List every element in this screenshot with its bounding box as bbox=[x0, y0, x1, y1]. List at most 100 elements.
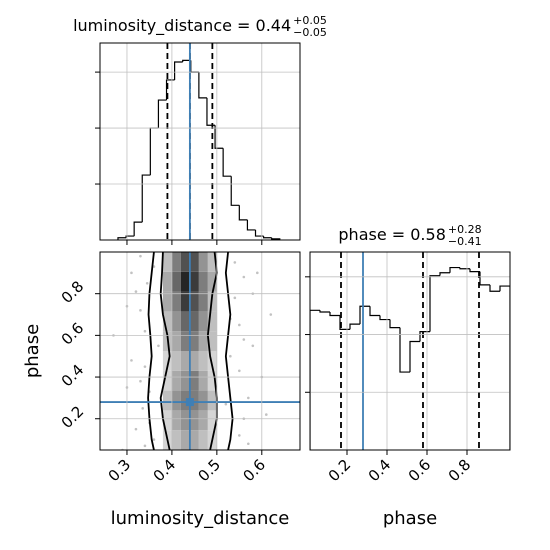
hist-bin bbox=[439, 272, 450, 276]
density-cell bbox=[180, 331, 190, 351]
contour bbox=[147, 252, 155, 450]
density-cell bbox=[180, 252, 190, 272]
hist-bin bbox=[489, 284, 500, 292]
sample-point bbox=[143, 365, 147, 368]
title-upper: +0.05 bbox=[293, 14, 327, 27]
density-cell bbox=[162, 252, 172, 272]
hist-bin bbox=[214, 125, 224, 149]
density-cell bbox=[180, 271, 190, 292]
density-cell bbox=[189, 410, 199, 431]
density-cell bbox=[180, 430, 190, 450]
density-cell bbox=[189, 311, 199, 332]
hist-bin bbox=[198, 72, 207, 99]
density-cell bbox=[189, 351, 199, 371]
hist-bin bbox=[399, 327, 410, 373]
sample-point bbox=[238, 323, 241, 327]
hist-bin bbox=[429, 275, 440, 332]
density-cell bbox=[198, 311, 208, 332]
hist-bin bbox=[469, 268, 480, 273]
hist-bin bbox=[499, 285, 510, 450]
density-cell bbox=[198, 370, 208, 391]
hist-bin bbox=[149, 127, 159, 176]
hist-bin bbox=[310, 309, 320, 450]
density-cell bbox=[189, 390, 199, 411]
y-tick-label: 0.2 bbox=[58, 402, 88, 432]
sample-point bbox=[143, 329, 147, 333]
hist-bin bbox=[230, 176, 240, 206]
x-axis-label: phase bbox=[383, 508, 437, 529]
sample-point bbox=[229, 354, 232, 358]
density-cell bbox=[171, 370, 181, 391]
title-lower: −0.05 bbox=[293, 26, 327, 39]
sample-point bbox=[238, 434, 241, 437]
density-cell bbox=[171, 291, 181, 312]
density-cell bbox=[198, 291, 208, 312]
density-cell bbox=[189, 271, 199, 292]
sample-point bbox=[251, 344, 255, 348]
x-tick-label: 0.6 bbox=[239, 456, 269, 486]
hist-bin bbox=[190, 60, 199, 73]
hist-bin bbox=[389, 319, 400, 329]
y-tick-label: 0.6 bbox=[58, 319, 88, 349]
contour bbox=[206, 252, 218, 450]
truth-marker bbox=[185, 398, 194, 407]
hist-bin bbox=[379, 315, 390, 321]
sample-point bbox=[157, 344, 160, 348]
density-cell bbox=[207, 410, 217, 431]
sample-point bbox=[242, 275, 246, 279]
sample-point bbox=[242, 338, 246, 341]
density-cell bbox=[162, 311, 172, 332]
hist-bin bbox=[206, 97, 216, 126]
density-cell bbox=[162, 271, 172, 292]
density-cell bbox=[189, 430, 199, 450]
y-tick-label: 0.4 bbox=[58, 361, 88, 391]
sample-point bbox=[134, 427, 138, 431]
sample-point bbox=[238, 369, 241, 373]
density-cell bbox=[171, 410, 181, 431]
density-cell bbox=[171, 430, 181, 450]
x-axis-label: luminosity_distance bbox=[111, 508, 290, 529]
hist-bin bbox=[254, 229, 264, 237]
density-cell bbox=[171, 351, 181, 371]
sample-point bbox=[247, 396, 250, 400]
density-cell bbox=[180, 291, 190, 312]
hist-bin bbox=[238, 205, 248, 221]
contour bbox=[159, 252, 171, 450]
sample-point bbox=[130, 359, 133, 362]
x-tick-label: 0.8 bbox=[445, 456, 475, 486]
sample-point bbox=[130, 271, 133, 275]
sample-point bbox=[264, 413, 268, 416]
panel bbox=[100, 252, 300, 450]
density-cell bbox=[207, 311, 217, 332]
panel-frame bbox=[99, 251, 301, 451]
density-cell bbox=[198, 410, 208, 431]
panel bbox=[310, 252, 510, 450]
density-cell bbox=[189, 331, 199, 351]
hist-bin bbox=[117, 237, 127, 240]
hist-bin bbox=[174, 61, 183, 80]
x-tick-label: 0.5 bbox=[195, 456, 225, 486]
density-cell bbox=[198, 430, 208, 450]
hist-bin bbox=[329, 312, 340, 317]
sample-point bbox=[139, 254, 142, 258]
density-cell bbox=[198, 331, 208, 351]
density-cell bbox=[189, 252, 199, 272]
sample-point bbox=[247, 442, 250, 446]
hist-bin bbox=[141, 174, 151, 223]
hist-bin bbox=[349, 323, 360, 330]
density-cell bbox=[189, 291, 199, 312]
density-cell bbox=[207, 370, 217, 391]
hist-bin bbox=[359, 305, 370, 325]
density-cell bbox=[207, 252, 217, 272]
density-cell bbox=[198, 252, 208, 272]
hist-bin bbox=[125, 235, 135, 238]
panel-title: luminosity_distance = 0.44 bbox=[73, 16, 291, 36]
density-cell bbox=[180, 311, 190, 332]
hist-bin bbox=[449, 266, 460, 273]
density-cell bbox=[171, 311, 181, 332]
panel-frame bbox=[99, 42, 301, 241]
y-axis-label: phase bbox=[22, 324, 43, 378]
sample-point bbox=[233, 296, 237, 300]
density-cell bbox=[162, 410, 172, 431]
density-cell bbox=[180, 370, 190, 391]
